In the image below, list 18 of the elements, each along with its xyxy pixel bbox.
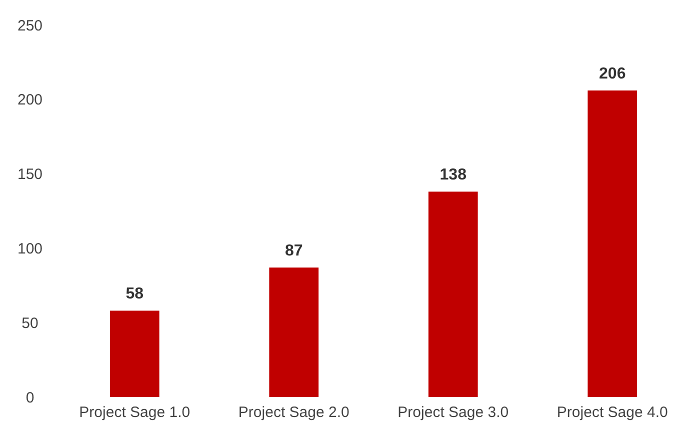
y-tick-label: 0 <box>26 389 34 406</box>
y-tick-label: 50 <box>22 314 38 332</box>
y-tick-label: 250 <box>17 17 43 34</box>
bar <box>269 268 319 397</box>
data-label: 206 <box>599 65 626 82</box>
bar <box>110 310 160 397</box>
data-label: 58 <box>126 286 144 303</box>
y-tick-label: 150 <box>17 166 43 184</box>
bar <box>588 90 638 397</box>
x-tick-label: Project Sage 2.0 <box>238 404 350 421</box>
data-label: 87 <box>284 242 303 260</box>
x-tick-label: Project Sage 3.0 <box>398 404 509 421</box>
bar <box>428 192 478 397</box>
x-tick-label: Project Sage 1.0 <box>79 404 190 421</box>
y-tick-label: 200 <box>17 92 43 109</box>
x-tick-label: Project Sage 4.0 <box>556 404 668 421</box>
data-label: 138 <box>440 166 467 184</box>
y-tick-label: 100 <box>17 240 43 258</box>
